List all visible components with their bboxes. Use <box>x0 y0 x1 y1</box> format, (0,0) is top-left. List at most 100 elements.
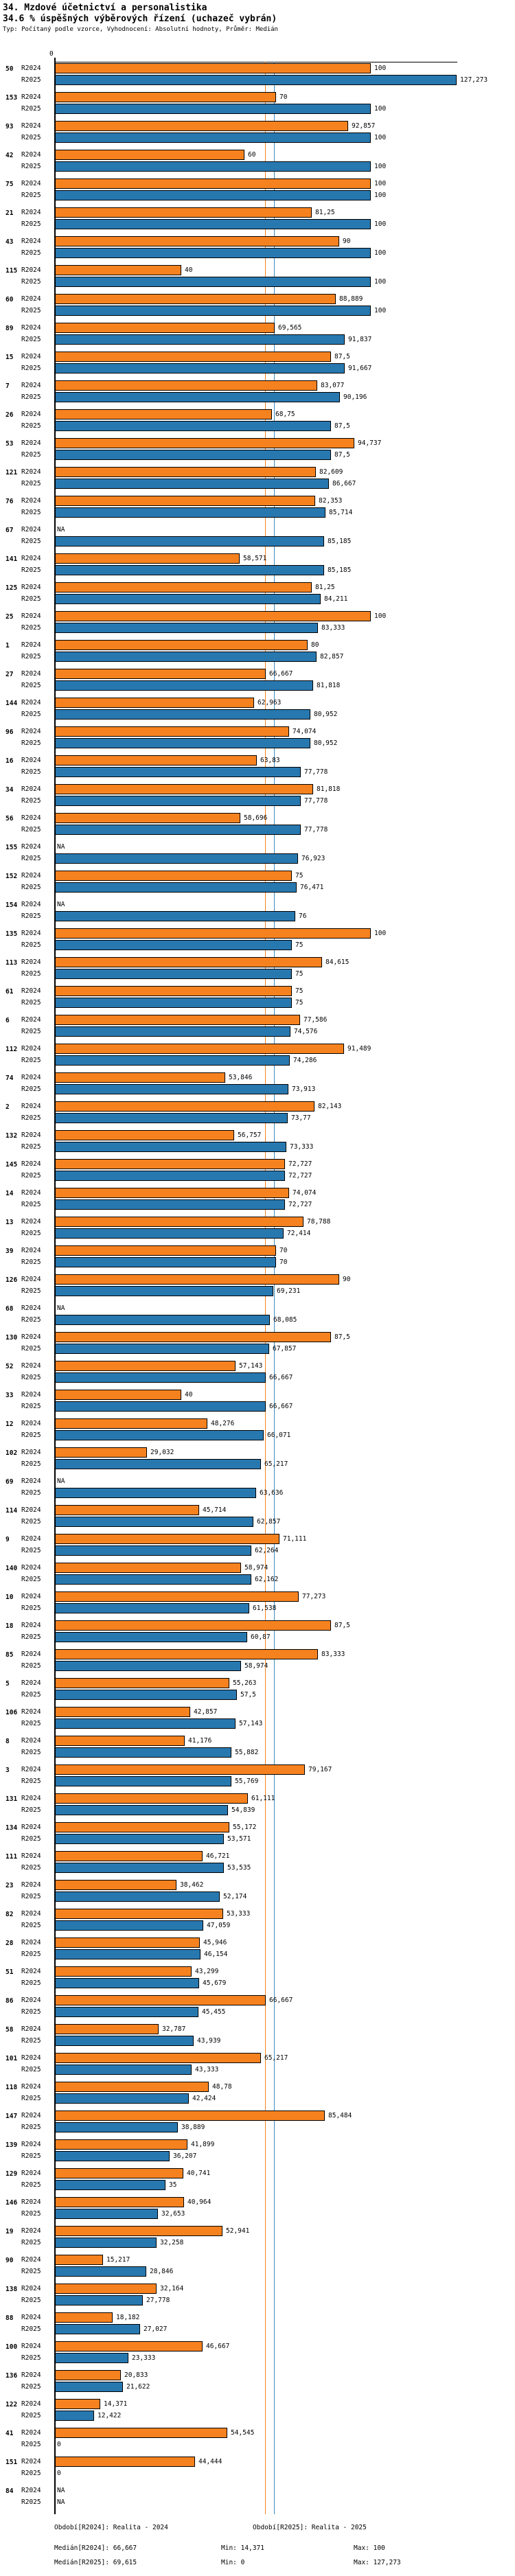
value-label-r2025: 75 <box>295 941 304 949</box>
bar-r2025 <box>55 2151 170 2161</box>
row-id-label: 146 <box>5 2199 18 2207</box>
row-id-label: 28 <box>5 1940 14 1947</box>
value-label-r2025: 83,333 <box>321 624 345 632</box>
value-label-r2025: 66,667 <box>269 1403 293 1410</box>
series-label-r2025: R2025 <box>21 336 41 343</box>
chart-row: 69 R2024 NA R2025 63,636 <box>0 1476 515 1499</box>
bar-r2025 <box>55 738 310 748</box>
value-label-r2025: 91,667 <box>348 365 372 372</box>
value-label-r2025: 100 <box>374 278 387 286</box>
value-label-r2024: 54,545 <box>231 2429 255 2437</box>
bar-r2024 <box>55 294 336 304</box>
value-label-r2025: 55,769 <box>235 1778 259 1785</box>
footer-max-2024: Max: 100 <box>354 2544 385 2552</box>
series-label-r2025: R2025 <box>21 1720 41 1727</box>
series-label-r2024: R2024 <box>21 757 41 764</box>
value-label-r2025: 27,027 <box>144 2325 168 2333</box>
bar-r2024 <box>55 582 312 593</box>
value-label-r2024: 68,75 <box>275 411 295 418</box>
value-label-r2024: 75 <box>295 987 304 995</box>
row-id-label: 8 <box>5 1738 10 1745</box>
row-id-label: 68 <box>5 1305 14 1313</box>
value-label-r2024: 70 <box>279 93 288 101</box>
row-id-label: 101 <box>5 2055 18 2062</box>
series-label-r2024: R2024 <box>21 1103 41 1110</box>
bar-r2025 <box>55 1199 285 1210</box>
value-label-r2025: 57,143 <box>239 1720 263 1727</box>
chart-row: 50 R2024 100 R2025 127,273 <box>0 63 515 87</box>
value-label-r2025: 42,424 <box>192 2095 216 2102</box>
value-label-r2025: 76,923 <box>301 855 325 862</box>
series-label-r2024: R2024 <box>21 958 41 966</box>
series-label-r2024: R2024 <box>21 814 41 822</box>
series-label-r2024: R2024 <box>21 122 41 130</box>
series-label-r2025: R2025 <box>21 711 41 718</box>
chart-row: 3 R2024 79,167 R2025 55,769 <box>0 1764 515 1788</box>
series-label-r2024: R2024 <box>21 151 41 159</box>
value-label-r2025: 28,846 <box>150 2268 174 2275</box>
bar-r2025 <box>55 2036 194 2046</box>
series-label-r2024: R2024 <box>21 1016 41 1024</box>
series-label-r2025: R2025 <box>21 2239 41 2246</box>
series-label-r2025: R2025 <box>21 1778 41 1785</box>
value-label-r2024: 38,462 <box>180 1881 204 1889</box>
series-label-r2025: R2025 <box>21 566 41 574</box>
chart-row: 67 R2024 NA R2025 85,185 <box>0 525 515 548</box>
value-label-r2025: 62,162 <box>255 1576 279 1583</box>
series-label-r2024: R2024 <box>21 1564 41 1572</box>
chart-row: 86 R2024 66,667 R2025 45,455 <box>0 1995 515 2019</box>
value-label-r2024: 69,565 <box>278 324 302 332</box>
series-label-r2025: R2025 <box>21 1547 41 1554</box>
bar-r2024 <box>55 467 316 477</box>
bar-r2025 <box>55 1488 256 1498</box>
bar-r2025 <box>55 2093 189 2104</box>
bar-r2024 <box>55 1678 229 1688</box>
value-label-r2025: 58,974 <box>244 1662 268 1670</box>
row-id-label: 138 <box>5 2286 18 2293</box>
row-id-label: 141 <box>5 555 18 563</box>
bar-r2024 <box>55 957 322 967</box>
bar-r2024 <box>55 1966 192 1977</box>
series-label-r2025: R2025 <box>21 2498 41 2506</box>
row-id-label: 3 <box>5 1767 10 1774</box>
series-label-r2024: R2024 <box>21 2285 41 2292</box>
bar-r2025 <box>55 2353 128 2363</box>
bar-r2024 <box>55 669 266 679</box>
value-label-r2025: 100 <box>374 220 387 228</box>
value-label-r2024: 40,964 <box>187 2198 211 2206</box>
row-id-label: 19 <box>5 2228 14 2235</box>
footer-period-2025: Období[R2025]: Realita - 2025 <box>253 2524 367 2531</box>
chart-row: 34 R2024 81,818 R2025 77,778 <box>0 784 515 807</box>
value-label-r2025: 53,535 <box>227 1864 251 1872</box>
chart-row: 56 R2024 58,696 R2025 77,778 <box>0 813 515 836</box>
series-label-r2025: R2025 <box>21 192 41 199</box>
row-id-label: 76 <box>5 498 14 505</box>
bar-r2024 <box>55 2370 121 2380</box>
row-id-label: 42 <box>5 152 14 159</box>
value-label-r2025: 0 <box>57 2441 61 2448</box>
value-label-r2024: NA <box>57 526 65 533</box>
bar-r2024 <box>55 1736 185 1746</box>
series-label-r2025: R2025 <box>21 134 41 141</box>
bar-r2024 <box>55 2139 187 2150</box>
row-id-label: 12 <box>5 1421 14 1428</box>
bar-r2024 <box>55 1044 344 1054</box>
chart-row: 41 R2024 54,545 R2025 0 <box>0 2428 515 2451</box>
value-label-r2025: 75 <box>295 970 304 978</box>
series-label-r2025: R2025 <box>21 2297 41 2304</box>
value-label-r2025: 85,714 <box>329 509 353 516</box>
series-label-r2025: R2025 <box>21 2037 41 2045</box>
bar-r2024 <box>55 928 371 939</box>
value-label-r2024: 55,263 <box>233 1679 257 1687</box>
bar-r2024 <box>55 1361 236 1371</box>
bar-r2025 <box>55 2122 178 2132</box>
series-label-r2024: R2024 <box>21 1622 41 1629</box>
footer-median-2025: Medián[R2025]: 69,615 <box>54 2559 137 2566</box>
series-label-r2024: R2024 <box>21 65 41 72</box>
bar-r2024 <box>55 813 240 823</box>
value-label-r2024: 52,941 <box>226 2227 250 2235</box>
series-label-r2025: R2025 <box>21 278 41 286</box>
chart-row: 82 R2024 53,333 R2025 47,059 <box>0 1909 515 1932</box>
value-label-r2025: 32,258 <box>160 2239 184 2246</box>
bar-r2025 <box>55 1718 236 1729</box>
